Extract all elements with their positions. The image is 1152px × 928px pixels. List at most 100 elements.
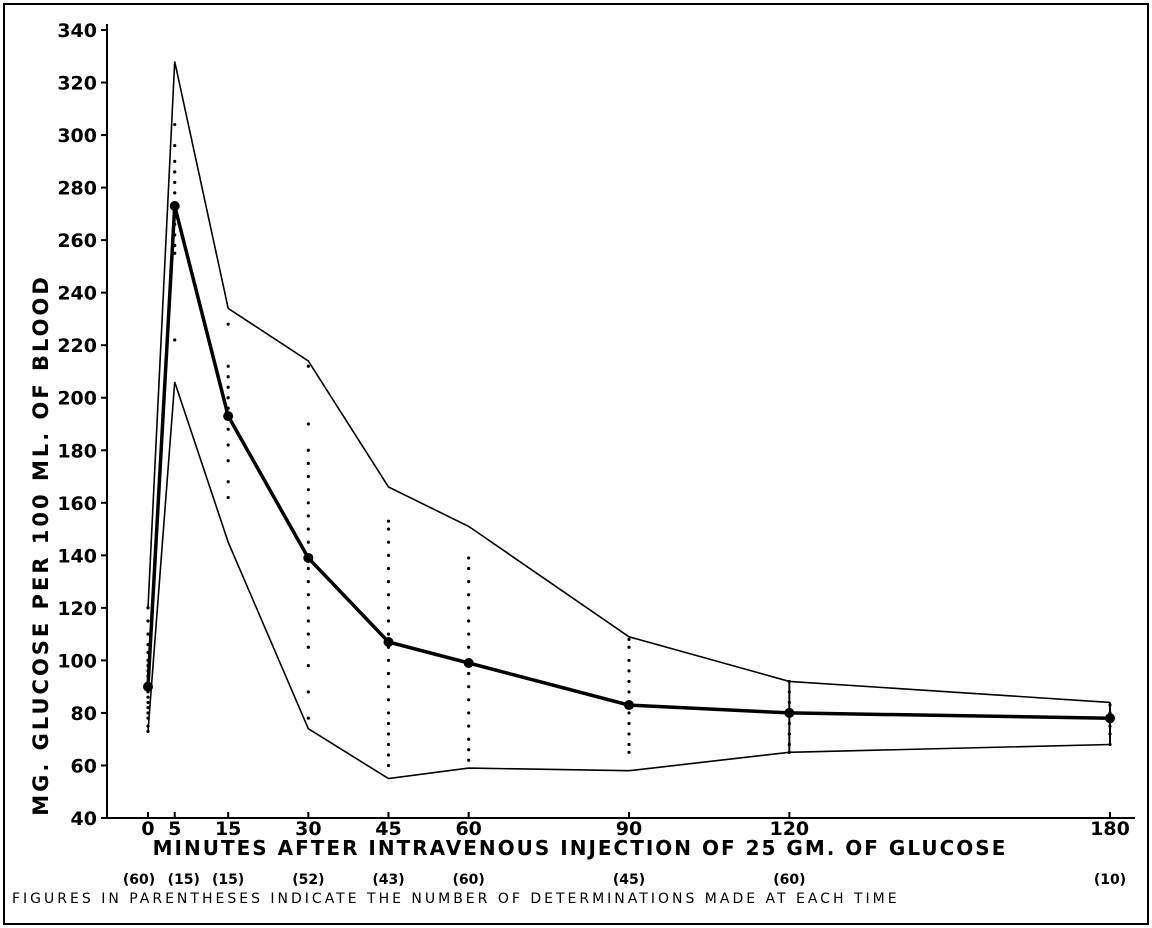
determination-point [386,519,391,523]
determination-point [467,724,471,728]
footnote: FIGURES IN PARENTHESES INDICATE THE NUMB… [12,891,900,907]
y-tick-label: 140 [57,545,97,567]
determination-point [386,606,391,610]
determination-count: (60) [773,872,805,888]
determination-point [306,527,310,531]
determination-point [306,580,310,584]
mean-point [624,700,634,711]
y-tick-label: 300 [57,125,97,147]
determination-point [306,461,310,465]
determination-point [627,690,631,694]
determination-point [226,385,230,389]
determination-point [173,251,177,255]
determination-point [467,645,471,649]
determination-point [386,580,391,584]
mean-point [223,411,234,422]
determination-point [467,698,471,702]
y-tick-label: 80 [71,703,97,725]
determination-point [627,637,631,641]
y-tick-label: 100 [57,650,97,672]
determination-point [306,422,310,426]
individual-determinations [146,122,1112,768]
determination-point [627,732,631,736]
mean-point [303,552,314,563]
determination-point [306,593,310,597]
determination-point [467,711,471,715]
determination-point [386,671,391,676]
y-tick-label: 320 [57,73,97,95]
determination-point [627,679,631,684]
determination-point [627,669,631,673]
y-tick-label: 260 [57,230,97,252]
y-tick-label: 200 [57,388,97,410]
y-tick-label: 160 [57,493,97,515]
determination-point [226,375,230,379]
determination-point [467,748,471,752]
x-tick-label: 90 [616,818,642,840]
mean-markers [143,200,1115,724]
determination-point [146,632,150,636]
determination-point [467,566,471,571]
determination-point [226,495,230,500]
determination-point [467,685,471,689]
mean-point [784,707,795,718]
series-line-mean [146,205,1111,720]
determination-point [467,632,471,636]
determination-point [146,695,150,699]
figure-border [3,3,1149,925]
determination-count: (10) [1094,872,1126,888]
determination-point [173,143,177,148]
determination-point [226,427,230,431]
determination-point [386,711,391,715]
determination-point [306,488,310,492]
determination-point [226,459,230,463]
y-tick-labels: 40 60 80 100 120 140 160 180 200 220 240 260 280 300 3… [57,20,107,830]
determination-point [226,364,230,368]
x-tick-labels: 0 5 15 30 45 60 90 120 180 [141,812,1130,840]
determination-count: (60) [123,872,155,888]
determination-point [467,593,471,597]
determination-point [306,606,310,610]
determination-point [306,690,310,694]
x-tick-label: 120 [769,818,809,840]
determination-point [467,580,471,584]
y-tick-label: 60 [71,755,97,777]
determination-point [386,685,391,689]
determination-point [173,170,177,174]
determination-point [467,619,471,623]
y-tick-label: 220 [57,335,97,357]
determination-point [386,632,391,636]
x-axis-title: MINUTES AFTER INTRAVENOUS INJECTION OF 2… [153,836,1008,860]
determination-point [386,658,391,663]
mean-point [169,200,180,211]
determination-point [226,480,230,484]
determination-point [173,338,177,342]
determination-point [627,742,631,747]
y-tick-label: 180 [57,440,97,462]
series-line-max [147,61,1111,704]
determination-count: (60) [453,872,485,888]
determination-point [306,448,310,452]
determination-point [306,474,310,479]
determination-point [467,606,471,610]
determination-point [226,443,230,447]
determination-point [226,396,230,400]
determination-point [386,619,391,623]
determination-point [173,191,177,195]
x-tick-label: 180 [1090,818,1130,840]
determination-count: (15) [168,872,200,888]
determination-point [627,645,631,649]
determination-point [386,732,391,736]
x-tick-label: 60 [455,818,481,840]
determination-point [306,664,310,668]
x-tick-label: 15 [215,818,241,840]
determination-point [386,742,391,747]
determination-point [386,540,391,544]
determination-point [306,566,310,571]
determination-point [386,553,391,557]
determination-point [173,122,177,127]
determination-point [306,645,310,649]
y-tick-label: 280 [57,178,97,200]
determination-point [173,180,177,184]
y-tick-label: 120 [57,598,97,620]
